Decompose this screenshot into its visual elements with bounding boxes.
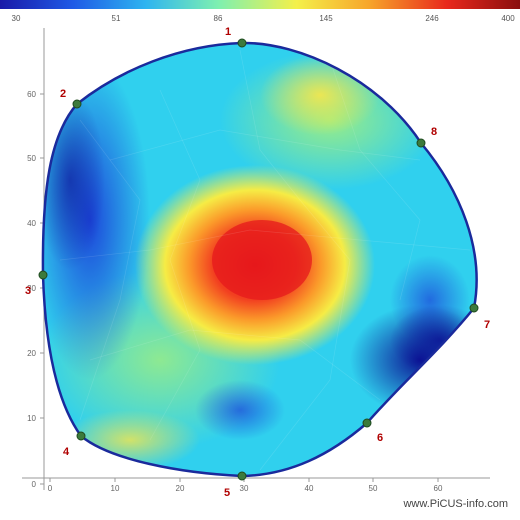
y-tick-label: 10 <box>27 414 36 423</box>
y-tick-label: 40 <box>27 219 36 228</box>
y-tick-label: 0 <box>32 480 37 489</box>
x-tick-label: 50 <box>369 484 378 493</box>
y-tick-label: 50 <box>27 154 36 163</box>
sensor-label: 7 <box>484 319 490 331</box>
x-tick-label: 0 <box>48 484 53 493</box>
colorbar-label: 246 <box>425 14 439 23</box>
x-tick-label: 10 <box>111 484 120 493</box>
x-tick-label: 40 <box>305 484 314 493</box>
sensor-label: 2 <box>60 88 66 100</box>
sensor-point <box>469 303 479 313</box>
x-ticks: 0 10 20 30 40 50 60 <box>48 478 443 493</box>
y-tick-label: 30 <box>27 284 36 293</box>
sensor-point <box>362 418 372 428</box>
sensor-label: 6 <box>377 432 383 444</box>
colorbar-label: 145 <box>319 14 333 23</box>
sensor-point <box>38 270 48 280</box>
sensor-label: 4 <box>63 446 70 458</box>
watermark: www.PiCUS-info.com <box>403 498 508 510</box>
y-tick-label: 20 <box>27 349 36 358</box>
sensor-point <box>416 138 426 148</box>
sensor-label: 8 <box>431 126 437 138</box>
sensor-points: 1 2 3 4 5 6 7 8 <box>25 26 490 499</box>
x-tick-label: 60 <box>434 484 443 493</box>
colorbar-label: 400 <box>501 14 515 23</box>
y-ticks: 0 10 20 30 40 50 60 <box>27 90 44 489</box>
trunk-cross-section <box>42 42 477 476</box>
sensor-point <box>237 471 247 481</box>
sensor-point <box>72 99 82 109</box>
colorbar-label: 51 <box>112 14 121 23</box>
sensor-point <box>76 431 86 441</box>
colorbar-labels: 30 51 86 145 246 400 <box>12 14 516 23</box>
colorbar-label: 30 <box>12 14 21 23</box>
x-tick-label: 20 <box>176 484 185 493</box>
x-tick-label: 30 <box>240 484 249 493</box>
sensor-label: 1 <box>225 26 231 38</box>
y-tick-label: 60 <box>27 90 36 99</box>
sensor-label: 5 <box>224 487 230 499</box>
sensor-label: 3 <box>25 285 31 297</box>
sensor-point <box>237 38 247 48</box>
colorbar-label: 86 <box>214 14 223 23</box>
colorbar <box>0 0 520 9</box>
